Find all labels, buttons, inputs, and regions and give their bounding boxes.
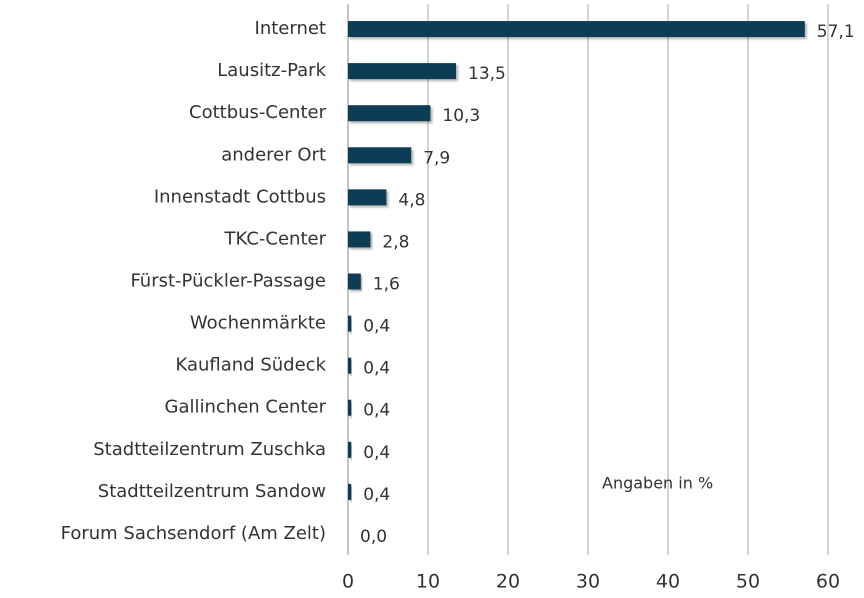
- y-tick-label: Stadtteilzentrum Zuschka: [93, 439, 326, 460]
- y-tick-label: Stadtteilzentrum Sandow: [98, 481, 326, 502]
- bar: [348, 63, 456, 80]
- bar: [348, 315, 352, 332]
- x-tick-label: 20: [496, 571, 520, 593]
- value-label: 1,6: [373, 275, 400, 295]
- bar: [348, 483, 352, 500]
- y-tick-label: Lausitz-Park: [217, 60, 326, 81]
- bar: [348, 105, 431, 122]
- value-label: 0,4: [363, 401, 390, 421]
- y-tick-label: Forum Sachsendorf (Am Zelt): [61, 523, 326, 544]
- value-label: 4,8: [398, 190, 425, 210]
- y-tick-label: Innenstadt Cottbus: [154, 186, 326, 207]
- bar: [348, 399, 352, 416]
- x-tick-label: 30: [576, 571, 600, 593]
- x-tick-label: 10: [416, 571, 440, 593]
- bar: [348, 357, 352, 374]
- y-tick-label: Internet: [255, 18, 326, 39]
- bar: [348, 273, 361, 290]
- y-tick-label: Cottbus-Center: [189, 102, 327, 123]
- value-label: 10,3: [442, 106, 480, 126]
- y-tick-label: Wochenmärkte: [190, 313, 326, 334]
- bar: [348, 441, 352, 458]
- value-label: 0,4: [363, 317, 390, 337]
- y-tick-label: Fürst-Pückler-Passage: [130, 271, 326, 292]
- y-tick-label: anderer Ort: [221, 144, 326, 165]
- value-label: 57,1: [817, 22, 855, 42]
- x-tick-label: 40: [656, 571, 680, 593]
- x-tick-label: 60: [816, 571, 840, 593]
- x-tick-label: 0: [342, 571, 354, 593]
- x-tick-label: 50: [736, 571, 760, 593]
- value-label: 13,5: [468, 64, 506, 84]
- bar: [348, 21, 805, 38]
- bar: [348, 189, 387, 206]
- value-label: 7,9: [423, 148, 450, 168]
- value-label: 0,4: [363, 485, 390, 505]
- value-label: 0,4: [363, 443, 390, 463]
- value-label: 0,4: [363, 359, 390, 379]
- bar: [348, 147, 412, 164]
- annotation: Angaben in %: [602, 474, 713, 493]
- bar: [348, 231, 371, 248]
- y-tick-label: Gallinchen Center: [165, 397, 327, 418]
- value-label: 2,8: [382, 232, 409, 252]
- value-label: 0,0: [360, 527, 387, 547]
- y-tick-label: Kaufland Südeck: [175, 355, 326, 376]
- y-tick-label: TKC-Center: [224, 228, 327, 249]
